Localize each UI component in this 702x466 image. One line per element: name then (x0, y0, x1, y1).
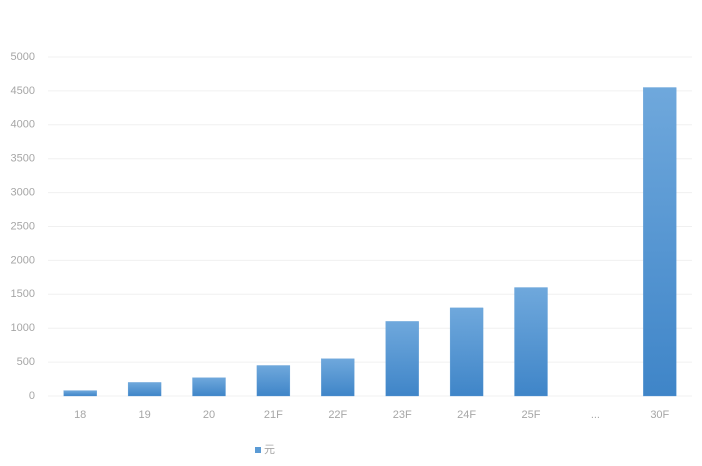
y-tick-label: 4000 (11, 119, 35, 131)
bar (127, 382, 162, 397)
y-tick-label: 5000 (11, 51, 35, 63)
bar (514, 287, 548, 397)
x-tick-label: 24F (457, 409, 476, 421)
legend-label: 元 (264, 444, 275, 456)
x-tick-label: 21F (264, 409, 283, 421)
bar (321, 358, 355, 397)
x-tick-label: 25F (522, 409, 541, 421)
y-tick-label: 2500 (11, 220, 35, 232)
x-tick-label: ... (591, 409, 600, 421)
y-tick-label: 3500 (11, 153, 35, 165)
x-tick-label: 30F (650, 409, 669, 421)
x-tick-label: 19 (138, 409, 150, 421)
x-tick-label: 23F (393, 409, 412, 421)
y-tick-label: 1500 (11, 288, 35, 300)
y-tick-label: 1000 (11, 322, 35, 334)
x-tick-label: 22F (328, 409, 347, 421)
bar (63, 390, 97, 397)
legend-swatch (255, 447, 261, 453)
bar (385, 321, 419, 397)
bar (192, 377, 226, 397)
y-tick-label: 500 (17, 356, 35, 368)
bar (643, 87, 677, 397)
bar (449, 307, 484, 397)
x-tick-label: 20 (203, 409, 215, 421)
y-tick-label: 4500 (11, 85, 35, 97)
y-tick-label: 0 (29, 390, 35, 402)
bar (256, 365, 291, 397)
y-tick-label: 3000 (11, 187, 35, 199)
x-tick-label: 18 (74, 409, 86, 421)
y-tick-label: 2000 (11, 254, 35, 266)
